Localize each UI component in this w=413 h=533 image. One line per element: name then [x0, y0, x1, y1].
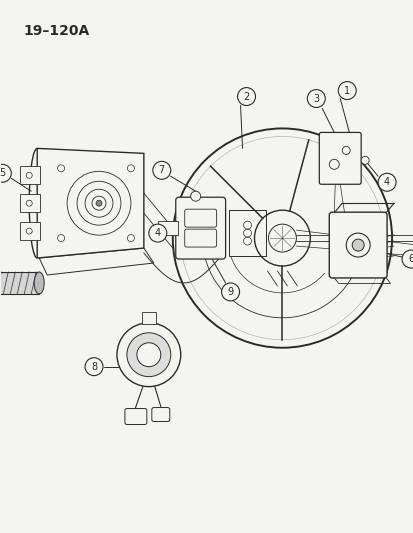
Circle shape [116, 323, 180, 386]
Circle shape [221, 283, 239, 301]
Text: 6: 6 [407, 254, 413, 264]
Text: 1: 1 [343, 86, 349, 95]
Circle shape [360, 156, 368, 164]
FancyBboxPatch shape [20, 166, 40, 184]
Ellipse shape [34, 272, 44, 294]
Circle shape [190, 191, 200, 201]
Circle shape [149, 224, 166, 242]
Circle shape [306, 90, 325, 108]
Circle shape [85, 358, 103, 376]
FancyBboxPatch shape [125, 409, 147, 424]
Text: 19–120A: 19–120A [23, 24, 89, 38]
FancyBboxPatch shape [318, 132, 360, 184]
Circle shape [26, 200, 32, 206]
FancyBboxPatch shape [20, 222, 40, 240]
Circle shape [345, 233, 369, 257]
Text: 7: 7 [158, 165, 164, 175]
Circle shape [337, 82, 355, 100]
Polygon shape [37, 148, 143, 258]
Circle shape [401, 250, 413, 268]
FancyBboxPatch shape [176, 197, 225, 259]
Circle shape [127, 235, 134, 241]
Text: 4: 4 [383, 177, 389, 187]
Circle shape [127, 165, 134, 172]
Circle shape [26, 228, 32, 234]
Circle shape [96, 200, 102, 206]
Text: 3: 3 [313, 93, 318, 103]
Circle shape [328, 159, 338, 169]
Text: 2: 2 [243, 92, 249, 102]
Text: 9: 9 [227, 287, 233, 297]
FancyBboxPatch shape [152, 408, 169, 422]
Circle shape [57, 235, 64, 241]
Polygon shape [39, 248, 154, 275]
Circle shape [351, 239, 363, 251]
Circle shape [0, 164, 11, 182]
Circle shape [377, 173, 395, 191]
Text: 5: 5 [0, 168, 5, 179]
Circle shape [127, 333, 171, 377]
Text: 4: 4 [154, 228, 161, 238]
FancyBboxPatch shape [20, 194, 40, 212]
FancyBboxPatch shape [184, 229, 216, 247]
FancyBboxPatch shape [157, 221, 177, 235]
FancyBboxPatch shape [142, 312, 155, 324]
Circle shape [237, 87, 255, 106]
Circle shape [152, 161, 171, 179]
FancyBboxPatch shape [328, 212, 386, 278]
Circle shape [342, 147, 349, 155]
Circle shape [137, 343, 160, 367]
FancyBboxPatch shape [0, 272, 39, 294]
FancyBboxPatch shape [184, 209, 216, 227]
Text: 8: 8 [91, 362, 97, 372]
Circle shape [26, 172, 32, 178]
Circle shape [57, 165, 64, 172]
